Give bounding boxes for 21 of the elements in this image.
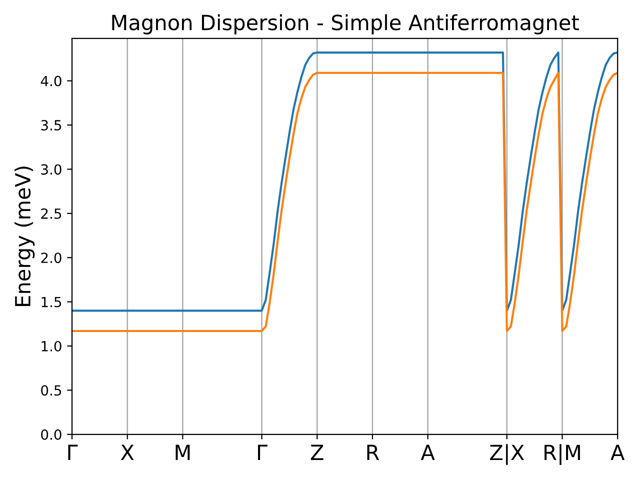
y-axis-title: Energy (meV) [14,166,35,306]
x-tick-label: Γ [68,444,78,460]
y-tick-label: 3.0 [41,164,62,175]
x-tick-label: X [120,444,134,460]
x-tick-label: Γ [258,444,268,460]
x-tick-label: M [176,444,190,460]
y-tick-label: 0.0 [41,429,62,440]
x-tick-label: A [420,444,435,460]
x-tick-label: R|M [544,444,580,465]
y-tick-label: 3.5 [41,120,62,130]
x-tick-label: Z [310,444,324,460]
y-tick-label: 1.0 [42,340,62,352]
x-tick-label: Z|X [490,444,524,465]
y-tick-label: 2.0 [41,252,62,264]
y-tick-label: 4.0 [40,76,62,86]
y-tick-label: 1.5 [42,296,62,308]
x-tick-label: R [367,444,380,460]
y-tick-label: 2.5 [41,208,62,219]
chart-title: Magnon Dispersion - Simple Antiferromagnet [112,14,579,34]
y-tick-label: 0.5 [41,385,62,396]
x-tick-label: A [610,444,625,460]
